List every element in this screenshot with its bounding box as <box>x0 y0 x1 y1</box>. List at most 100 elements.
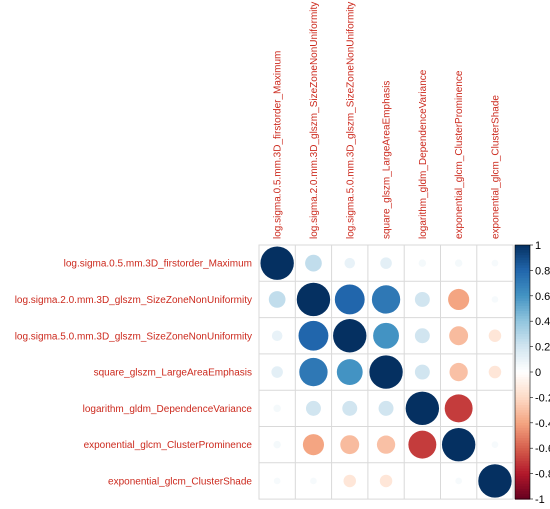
colorbar-segment <box>515 493 530 498</box>
correlation-circle <box>441 427 476 462</box>
colorbar-segment <box>515 262 530 266</box>
colorbar-tick-label: -0.2 <box>535 392 550 404</box>
correlation-circle <box>491 296 499 303</box>
colorbar-segment <box>515 295 530 299</box>
colorbar-segment <box>515 387 530 391</box>
colorbar-segment <box>515 476 530 480</box>
column-label: log.sigma.2.0.mm.3D_glszm_SizeZoneNonUni… <box>309 2 320 239</box>
colorbar-segment <box>515 245 530 249</box>
correlation-circle <box>414 291 430 307</box>
correlation-circle <box>260 246 294 280</box>
colorbar-segment <box>515 323 530 327</box>
row-label: logarithm_gldm_DependenceVariance <box>83 404 253 415</box>
colorbar-segment <box>515 491 530 495</box>
correlation-circle <box>333 319 367 353</box>
colorbar-segment <box>515 311 530 315</box>
row-label: exponential_glcm_ClusterShade <box>108 476 252 487</box>
correlation-circle <box>371 285 401 314</box>
correlation-circles <box>260 246 512 498</box>
colorbar-segment <box>515 359 530 363</box>
colorbar-tick-label: 0.8 <box>535 265 550 277</box>
colorbar-segment <box>515 412 530 416</box>
correlation-circle <box>408 430 437 459</box>
correlation-circle <box>376 435 396 454</box>
colorbar-segment <box>515 399 530 404</box>
colorbar-segment <box>515 275 530 279</box>
colorbar-tick-label: 1 <box>535 240 541 252</box>
correlation-circle <box>271 330 283 342</box>
colorbar-segment <box>515 483 530 487</box>
colorbar-tick-label: 0.2 <box>535 342 550 354</box>
colorbar-segment <box>515 288 530 292</box>
colorbar-segment <box>515 394 530 398</box>
correlation-circle <box>273 440 281 449</box>
colorbar-segment <box>515 460 530 465</box>
colorbar-segment <box>515 303 530 307</box>
colorbar-segment <box>515 463 530 467</box>
colorbar-segment <box>515 471 530 475</box>
colorbar-ticks: 1 0.8 0.6 0.4 0.2 0 -0.2 -0.4 -0.6 -0.8 -1 <box>530 240 550 506</box>
colorbar-segment <box>515 366 530 371</box>
correlation-circle <box>418 259 427 267</box>
colorbar-segment <box>515 267 530 271</box>
correlation-circle <box>271 366 283 378</box>
colorbar-segment <box>515 435 530 439</box>
colorbar-segment <box>515 453 530 457</box>
colorbar-segment <box>515 420 530 424</box>
colorbar-segment <box>515 318 530 322</box>
colorbar-segment <box>515 374 530 378</box>
colorbar-segment <box>515 422 530 426</box>
colorbar-segment <box>515 349 530 353</box>
colorbar-segment <box>515 272 530 277</box>
row-labels: log.sigma.0.5.mm.3D_firstorder_Maximumlo… <box>15 259 253 488</box>
colorbar-segment <box>515 417 530 421</box>
colorbar-segment <box>515 407 530 411</box>
correlation-circle <box>268 291 286 308</box>
correlation-circle <box>449 326 469 346</box>
colorbar-segment <box>515 458 530 462</box>
colorbar-segment <box>515 478 530 482</box>
row-label: exponential_glcm_ClusterProminence <box>84 440 253 451</box>
colorbar-segment <box>515 361 530 365</box>
colorbar-segment <box>515 333 530 338</box>
correlation-circle <box>449 362 468 382</box>
correlation-circle <box>491 259 499 267</box>
correlation-circle <box>414 328 430 344</box>
colorbar-tick-label: -1 <box>535 494 545 506</box>
colorbar-segment <box>515 313 530 317</box>
correlation-circle <box>455 477 462 485</box>
column-label: square_glszm_LargeAreaEmphasis <box>382 81 393 239</box>
colorbar-segment <box>515 432 530 437</box>
colorbar-segment <box>515 341 530 345</box>
colorbar-segment <box>515 465 530 470</box>
colorbar-segment <box>515 308 530 312</box>
column-labels: log.sigma.0.5.mm.3D_firstorder_Maximum lo… <box>273 2 502 239</box>
colorbar-segment <box>515 448 530 452</box>
row-label: square_glszm_LargeAreaEmphasis <box>94 368 252 379</box>
colorbar-segment <box>515 328 530 332</box>
colorbar-segment <box>515 326 530 330</box>
correlation-circle <box>334 284 365 315</box>
colorbar-segment <box>515 402 530 406</box>
colorbar-segment <box>515 410 530 414</box>
colorbar-segment <box>515 443 530 447</box>
correlation-circle <box>302 434 325 456</box>
correlation-circle <box>488 329 502 342</box>
colorbar-segment <box>515 473 530 477</box>
colorbar <box>514 244 531 500</box>
colorbar-segment <box>515 338 530 343</box>
colorbar-segment <box>515 305 530 310</box>
colorbar-segment <box>515 382 530 386</box>
correlation-circle <box>273 404 281 413</box>
colorbar-segment <box>515 247 530 251</box>
colorbar-segment <box>515 283 530 287</box>
correlation-circle <box>336 359 363 385</box>
colorbar-segment <box>515 293 530 297</box>
colorbar-segment <box>515 384 530 388</box>
colorbar-segment <box>515 316 530 320</box>
colorbar-segment <box>515 369 530 373</box>
colorbar-segment <box>515 278 530 282</box>
column-label: log.sigma.5.0.mm.3D_glszm_SizeZoneNonUni… <box>345 2 356 239</box>
colorbar-segment <box>515 255 530 259</box>
correlation-circle <box>296 282 331 317</box>
